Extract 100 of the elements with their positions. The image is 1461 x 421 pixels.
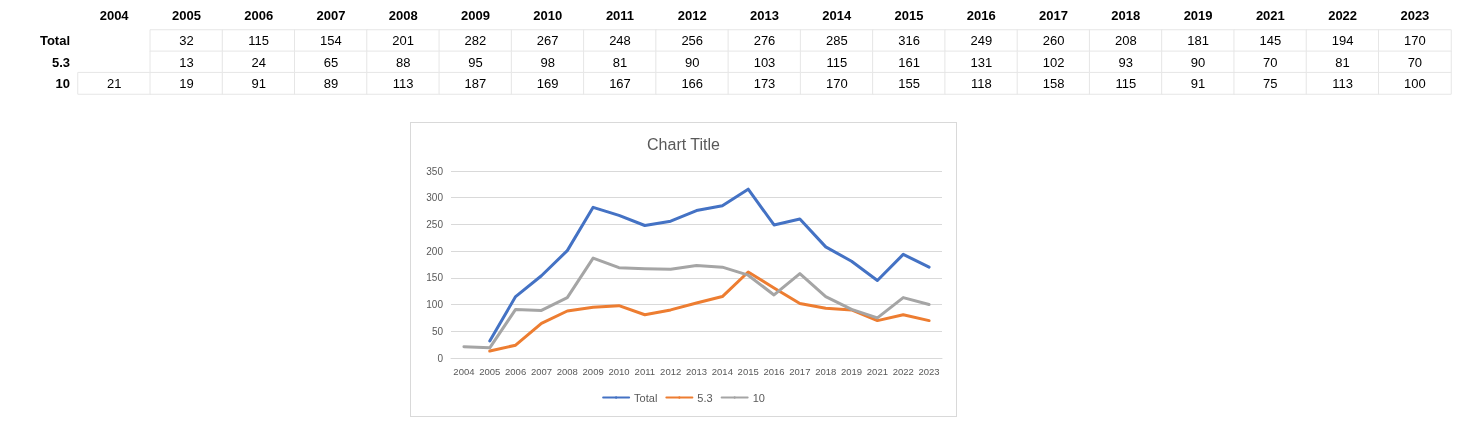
x-tick-label: 2007 xyxy=(530,365,553,377)
data-label: 103 xyxy=(753,54,776,70)
data-label: 70 xyxy=(1263,54,1278,70)
data-label: 115 xyxy=(1115,75,1137,91)
data-label: 81 xyxy=(612,54,628,70)
x-tick-label: 2005 xyxy=(479,365,501,377)
y-tick-label: 200 xyxy=(426,245,444,257)
x-tick-label: 2006 xyxy=(244,8,274,23)
data-label: 260 xyxy=(1042,33,1065,49)
data-label: 145 xyxy=(1259,33,1282,49)
data-label: 19 xyxy=(179,75,194,91)
data-label: 81 xyxy=(1335,54,1350,70)
data-label: 161 xyxy=(898,54,920,70)
x-tick-label: 2011 xyxy=(634,365,656,377)
x-tick-label: 2016 xyxy=(966,8,996,23)
y-tick-label: Total xyxy=(39,33,70,49)
data-label: 173 xyxy=(753,75,776,91)
data-label: 102 xyxy=(1042,54,1065,70)
x-tick-label: 2009 xyxy=(460,8,490,23)
y-tick-label: 0 xyxy=(437,352,444,364)
x-tick-label: 2023 xyxy=(1400,8,1430,23)
data-label: 65 xyxy=(323,54,339,70)
x-tick-label: 2009 xyxy=(582,365,604,377)
data-label: 70 xyxy=(1407,54,1423,70)
data-label: 181 xyxy=(1187,33,1209,49)
data-label: 13 xyxy=(179,54,194,70)
x-tick-label: 2018 xyxy=(1111,8,1141,23)
x-tick-label: 2012 xyxy=(677,8,707,23)
data-label: 91 xyxy=(1190,75,1206,91)
x-tick-label: 2014 xyxy=(822,8,852,23)
x-tick-label: 2019 xyxy=(840,365,863,377)
x-tick-label: 2016 xyxy=(763,365,785,377)
y-tick-label: 100 xyxy=(426,299,444,311)
y-tick-label: 50 xyxy=(431,325,444,337)
x-tick-label: 2004 xyxy=(99,8,130,23)
x-tick-label: 2013 xyxy=(750,8,779,23)
data-label: 316 xyxy=(898,33,920,49)
x-tick-label: 2010 xyxy=(533,8,563,23)
x-tick-label: 2021 xyxy=(1255,8,1285,23)
x-tick-label: 2019 xyxy=(1183,8,1213,23)
data-label: 90 xyxy=(685,54,700,70)
data-label: 276 xyxy=(753,33,776,49)
legend-label: 10 xyxy=(752,391,765,404)
x-tick-label: 2017 xyxy=(1039,8,1069,23)
y-tick-label: 5.3 xyxy=(51,54,70,70)
y-tick-label: 150 xyxy=(426,272,444,284)
x-tick-label: 2023 xyxy=(918,365,940,377)
data-label: 24 xyxy=(251,54,266,70)
data-label: 158 xyxy=(1042,75,1065,91)
data-label: 88 xyxy=(395,54,411,70)
data-label: 282 xyxy=(464,33,487,49)
data-label: 115 xyxy=(248,33,270,49)
x-tick-label: 2006 xyxy=(505,365,527,377)
y-tick-label: 350 xyxy=(426,165,444,177)
line-series xyxy=(488,270,931,353)
data-label: 194 xyxy=(1331,33,1354,49)
data-label: 113 xyxy=(392,75,414,91)
x-tick-label: 2022 xyxy=(892,365,914,377)
x-tick-label: 2015 xyxy=(894,8,924,23)
data-label: 248 xyxy=(609,33,631,49)
x-tick-label: 2008 xyxy=(556,365,578,377)
x-tick-label: 2011 xyxy=(605,8,635,23)
data-label: 32 xyxy=(179,33,194,49)
data-label: 115 xyxy=(826,54,848,70)
x-tick-label: 2022 xyxy=(1328,8,1358,23)
data-label: 170 xyxy=(825,75,848,91)
x-tick-label: 2012 xyxy=(660,365,682,377)
data-label: 256 xyxy=(681,33,704,49)
data-label: 118 xyxy=(970,75,992,91)
data-label: 154 xyxy=(320,33,342,49)
data-label: 98 xyxy=(540,54,555,70)
x-tick-label: 2015 xyxy=(737,365,759,377)
line-series xyxy=(488,187,931,343)
data-label: 170 xyxy=(1404,33,1426,49)
data-label: 91 xyxy=(251,75,266,91)
data-label: 90 xyxy=(1190,54,1206,70)
data-label: 249 xyxy=(970,33,993,49)
data-label: 166 xyxy=(681,75,704,91)
data-label: 201 xyxy=(392,33,415,49)
x-tick-label: 2010 xyxy=(608,365,630,377)
data-label: 187 xyxy=(464,75,487,91)
legend-label: Total xyxy=(634,391,658,404)
legend-label: 5.3 xyxy=(697,391,713,404)
data-label: 131 xyxy=(970,54,993,70)
data-label: 89 xyxy=(323,75,339,91)
x-tick-label: 2013 xyxy=(685,365,708,377)
data-label: 155 xyxy=(898,75,920,91)
x-tick-label: 2004 xyxy=(453,365,475,377)
x-tick-label: 2014 xyxy=(711,365,733,377)
x-tick-label: 2008 xyxy=(388,8,418,23)
data-label: 21 xyxy=(106,75,122,91)
x-tick-label: 2018 xyxy=(815,365,837,377)
y-tick-label: 10 xyxy=(55,75,70,91)
x-tick-label: 2021 xyxy=(866,365,888,377)
data-label: 267 xyxy=(536,33,559,49)
data-label: 75 xyxy=(1263,75,1278,91)
chart-title: Chart Title xyxy=(647,135,721,153)
data-label: 113 xyxy=(1332,75,1353,91)
y-tick-label: 250 xyxy=(426,218,444,230)
data-label: 169 xyxy=(536,75,559,91)
